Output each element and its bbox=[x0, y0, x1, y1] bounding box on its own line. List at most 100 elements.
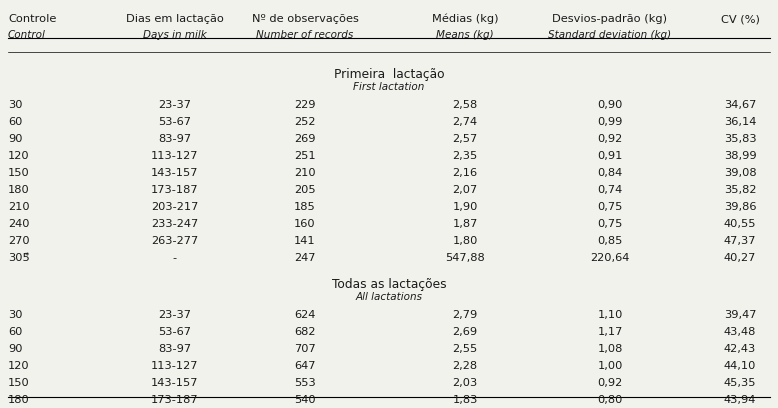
Text: Number of records: Number of records bbox=[257, 30, 354, 40]
Text: 707: 707 bbox=[294, 344, 316, 354]
Text: 0,99: 0,99 bbox=[598, 117, 622, 127]
Text: 0,74: 0,74 bbox=[598, 185, 622, 195]
Text: 83-97: 83-97 bbox=[159, 134, 191, 144]
Text: 34,67: 34,67 bbox=[724, 100, 756, 110]
Text: 44,10: 44,10 bbox=[724, 361, 756, 371]
Text: 35,82: 35,82 bbox=[724, 185, 756, 195]
Text: 270: 270 bbox=[8, 236, 30, 246]
Text: 120: 120 bbox=[8, 361, 30, 371]
Text: 203-217: 203-217 bbox=[151, 202, 198, 212]
Text: Dias em lactação: Dias em lactação bbox=[126, 14, 224, 24]
Text: 0,75: 0,75 bbox=[598, 219, 622, 229]
Text: 0,92: 0,92 bbox=[598, 134, 622, 144]
Text: 0,85: 0,85 bbox=[598, 236, 622, 246]
Text: 30: 30 bbox=[8, 310, 23, 320]
Text: 120: 120 bbox=[8, 151, 30, 161]
Text: 23-37: 23-37 bbox=[159, 100, 191, 110]
Text: 43,94: 43,94 bbox=[724, 395, 756, 405]
Text: 36,14: 36,14 bbox=[724, 117, 756, 127]
Text: 547,88: 547,88 bbox=[445, 253, 485, 263]
Text: 39,08: 39,08 bbox=[724, 168, 756, 178]
Text: 113-127: 113-127 bbox=[151, 151, 198, 161]
Text: 47,37: 47,37 bbox=[724, 236, 756, 246]
Text: Days in milk: Days in milk bbox=[143, 30, 207, 40]
Text: CV (%): CV (%) bbox=[720, 14, 759, 24]
Text: -: - bbox=[173, 253, 177, 263]
Text: Médias (kg): Médias (kg) bbox=[432, 14, 498, 24]
Text: Todas as lactações: Todas as lactações bbox=[331, 278, 447, 291]
Text: 143-157: 143-157 bbox=[151, 168, 198, 178]
Text: 43,48: 43,48 bbox=[724, 327, 756, 337]
Text: 90: 90 bbox=[8, 344, 23, 354]
Text: 45,35: 45,35 bbox=[724, 378, 756, 388]
Text: 0,92: 0,92 bbox=[598, 378, 622, 388]
Text: 185: 185 bbox=[294, 202, 316, 212]
Text: 624: 624 bbox=[294, 310, 316, 320]
Text: 39,47: 39,47 bbox=[724, 310, 756, 320]
Text: 30: 30 bbox=[8, 100, 23, 110]
Text: 233-247: 233-247 bbox=[152, 219, 198, 229]
Text: 53-67: 53-67 bbox=[159, 117, 191, 127]
Text: 143-157: 143-157 bbox=[151, 378, 198, 388]
Text: Desvios-padrão (kg): Desvios-padrão (kg) bbox=[552, 14, 668, 24]
Text: 1,08: 1,08 bbox=[598, 344, 622, 354]
Text: 1,87: 1,87 bbox=[452, 219, 478, 229]
Text: Controle: Controle bbox=[8, 14, 56, 24]
Text: 173-187: 173-187 bbox=[151, 395, 199, 405]
Text: 1,00: 1,00 bbox=[598, 361, 622, 371]
Text: 240: 240 bbox=[8, 219, 30, 229]
Text: 141: 141 bbox=[294, 236, 316, 246]
Text: 210: 210 bbox=[8, 202, 30, 212]
Text: 35,83: 35,83 bbox=[724, 134, 756, 144]
Text: 2,28: 2,28 bbox=[453, 361, 478, 371]
Text: 60: 60 bbox=[8, 117, 23, 127]
Text: 1,17: 1,17 bbox=[598, 327, 622, 337]
Text: Primeira  lactação: Primeira lactação bbox=[334, 68, 444, 81]
Text: 180: 180 bbox=[8, 185, 30, 195]
Text: 53-67: 53-67 bbox=[159, 327, 191, 337]
Text: 553: 553 bbox=[294, 378, 316, 388]
Text: First lactation: First lactation bbox=[353, 82, 425, 92]
Text: Means (kg): Means (kg) bbox=[436, 30, 494, 40]
Text: 2,74: 2,74 bbox=[453, 117, 478, 127]
Text: 1,90: 1,90 bbox=[452, 202, 478, 212]
Text: 252: 252 bbox=[294, 117, 316, 127]
Text: Standard deviation (kg): Standard deviation (kg) bbox=[548, 30, 671, 40]
Text: 0,80: 0,80 bbox=[598, 395, 622, 405]
Text: 90: 90 bbox=[8, 134, 23, 144]
Text: 540: 540 bbox=[294, 395, 316, 405]
Text: 160: 160 bbox=[294, 219, 316, 229]
Text: All lactations: All lactations bbox=[356, 292, 422, 302]
Text: 269: 269 bbox=[294, 134, 316, 144]
Text: 60: 60 bbox=[8, 327, 23, 337]
Text: 220,64: 220,64 bbox=[591, 253, 629, 263]
Text: 0,75: 0,75 bbox=[598, 202, 622, 212]
Text: 2,03: 2,03 bbox=[452, 378, 478, 388]
Text: 205: 205 bbox=[294, 185, 316, 195]
Text: 113-127: 113-127 bbox=[151, 361, 198, 371]
Text: 150: 150 bbox=[8, 168, 30, 178]
Text: 0,91: 0,91 bbox=[598, 151, 622, 161]
Text: 305: 305 bbox=[8, 253, 30, 263]
Text: 150: 150 bbox=[8, 378, 30, 388]
Text: 682: 682 bbox=[294, 327, 316, 337]
Text: 263-277: 263-277 bbox=[152, 236, 198, 246]
Text: 39,86: 39,86 bbox=[724, 202, 756, 212]
Text: 1,80: 1,80 bbox=[452, 236, 478, 246]
Text: 2,69: 2,69 bbox=[453, 327, 478, 337]
Text: Nº de observações: Nº de observações bbox=[251, 14, 359, 24]
Text: 229: 229 bbox=[294, 100, 316, 110]
Text: 2,55: 2,55 bbox=[452, 344, 478, 354]
Text: 0,90: 0,90 bbox=[598, 100, 622, 110]
Text: 83-97: 83-97 bbox=[159, 344, 191, 354]
Text: 2,58: 2,58 bbox=[452, 100, 478, 110]
Text: Control: Control bbox=[8, 30, 46, 40]
Text: 2,79: 2,79 bbox=[452, 310, 478, 320]
Text: 0,84: 0,84 bbox=[598, 168, 622, 178]
Text: 23-37: 23-37 bbox=[159, 310, 191, 320]
Text: 251: 251 bbox=[294, 151, 316, 161]
Text: 1,10: 1,10 bbox=[598, 310, 622, 320]
Text: 173-187: 173-187 bbox=[151, 185, 199, 195]
Text: 2,07: 2,07 bbox=[452, 185, 478, 195]
Text: 2,16: 2,16 bbox=[453, 168, 478, 178]
